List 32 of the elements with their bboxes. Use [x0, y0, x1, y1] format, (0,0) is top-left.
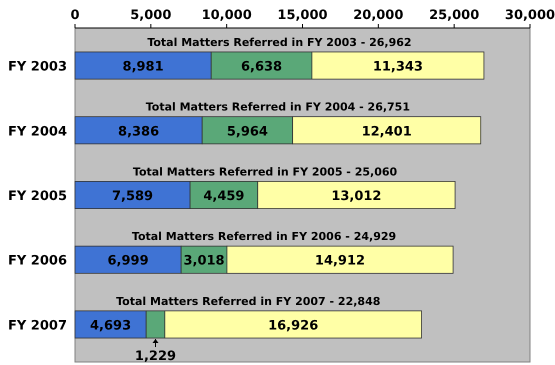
- y-tick-label: FY 2003: [8, 60, 67, 75]
- total-label: Total Matters Referred in FY 2006 - 24,929: [132, 230, 396, 244]
- x-tick-label: 5,000: [130, 8, 172, 23]
- total-label: Total Matters Referred in FY 2003 - 26,962: [147, 36, 412, 49]
- data-label: 11,343: [372, 60, 423, 75]
- total-label: Total Matters Referred in FY 2005 - 25,060: [132, 165, 398, 178]
- x-tick-label: 20,000: [353, 8, 404, 23]
- y-tick-label: FY 2004: [8, 124, 67, 140]
- data-label: 4,459: [203, 189, 244, 204]
- y-tick-label: FY 2005: [8, 189, 67, 204]
- data-label: 5,964: [226, 124, 268, 140]
- x-tick-label: 0: [70, 8, 80, 23]
- x-tick-label: 10,000: [202, 8, 252, 23]
- data-label: 3,018: [183, 254, 225, 269]
- data-label: 6,999: [108, 254, 149, 269]
- y-tick-label: FY 2007: [8, 318, 67, 334]
- x-tick-label: 15,000: [277, 8, 328, 23]
- data-label: 4,693: [90, 318, 132, 334]
- data-label: 7,589: [112, 189, 154, 204]
- data-label: 13,012: [331, 189, 382, 204]
- x-tick-label: 25,000: [429, 8, 480, 23]
- data-label: 14,912: [314, 254, 366, 269]
- total-label: Total Matters Referred in FY 2007 - 22,848: [116, 294, 380, 308]
- data-label: 8,386: [118, 124, 160, 140]
- total-label: Total Matters Referred in FY 2004 - 26,751: [146, 100, 410, 114]
- data-label: 6,638: [240, 60, 282, 75]
- data-label: 8,981: [122, 60, 164, 75]
- data-label: 12,401: [362, 124, 412, 140]
- data-label: 16,926: [268, 318, 318, 334]
- y-tick-label: FY 2006: [8, 254, 67, 269]
- data-label: 1,229: [134, 349, 176, 364]
- x-tick-label: 30,000: [504, 8, 555, 23]
